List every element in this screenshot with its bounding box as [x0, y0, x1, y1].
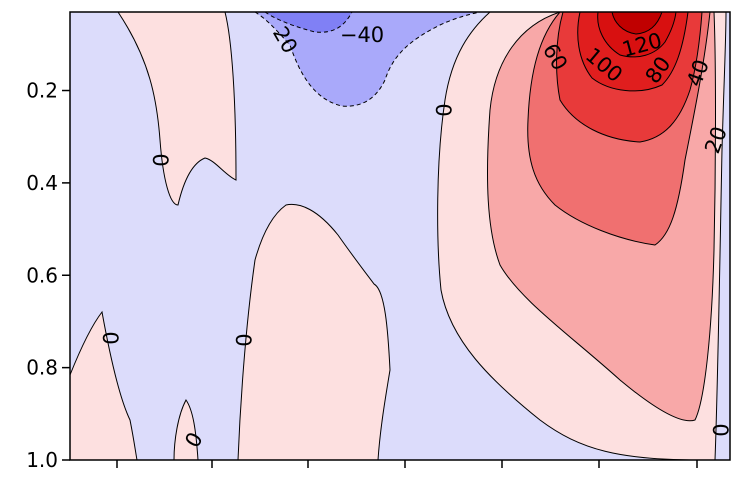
y-tick-label: 0.4 — [26, 171, 58, 195]
contour-label-text: 0 — [708, 423, 732, 436]
contour-label: 0 — [708, 423, 732, 436]
positive-region-left-bottom — [70, 312, 137, 460]
contour-line-20 — [486, 12, 716, 422]
x-axis — [116, 460, 698, 468]
negative-region-minus-40 — [265, 12, 352, 33]
contour-label: 0 — [231, 333, 255, 346]
plot-frame — [69, 11, 731, 461]
contour-label-text: 0 — [431, 103, 455, 116]
contour-line-100 — [597, 12, 677, 58]
positive-region-center — [238, 204, 390, 460]
contour-lines — [70, 12, 727, 460]
contour-line-minus-20 — [254, 12, 481, 107]
contour-line-0-right — [437, 12, 701, 460]
contour-line-120 — [611, 12, 663, 35]
contour-line-40 — [527, 12, 711, 246]
contour-label-text: 0 — [98, 331, 122, 344]
contour-fill-group — [70, 12, 730, 460]
contour-line-minus-40 — [264, 12, 353, 33]
contour-label: 0 — [148, 153, 172, 166]
contour-label: −40 — [340, 23, 384, 47]
positive-region-120 — [612, 12, 662, 34]
y-axis: 0.2 0.4 0.6 0.8 1.0 — [26, 79, 70, 472]
y-tick-label: 1.0 — [26, 448, 58, 472]
contour-line-0-left-bottom — [70, 310, 138, 460]
positive-region-left-top — [118, 12, 236, 205]
contour-line-0-center — [237, 203, 391, 460]
contour-label-text: −40 — [340, 23, 384, 47]
y-tick-label: 0.8 — [26, 356, 58, 380]
contour-line-0-right-edge — [714, 12, 727, 460]
y-tick-label: 0.6 — [26, 263, 58, 287]
contour-label-text: 0 — [231, 333, 255, 346]
contour-line-0-left-top — [117, 12, 237, 206]
contour-line-0-small-bottom — [173, 399, 199, 460]
contour-label: 0 — [431, 103, 455, 116]
contour-line-80 — [577, 12, 689, 92]
contour-line-60 — [556, 12, 703, 143]
y-tick-label: 0.2 — [26, 79, 58, 103]
contour-label-text: 0 — [148, 153, 172, 166]
contour-label: 0 — [98, 331, 122, 344]
contour-label: 0 — [180, 428, 207, 452]
negative-region-minus-20 — [255, 12, 480, 107]
